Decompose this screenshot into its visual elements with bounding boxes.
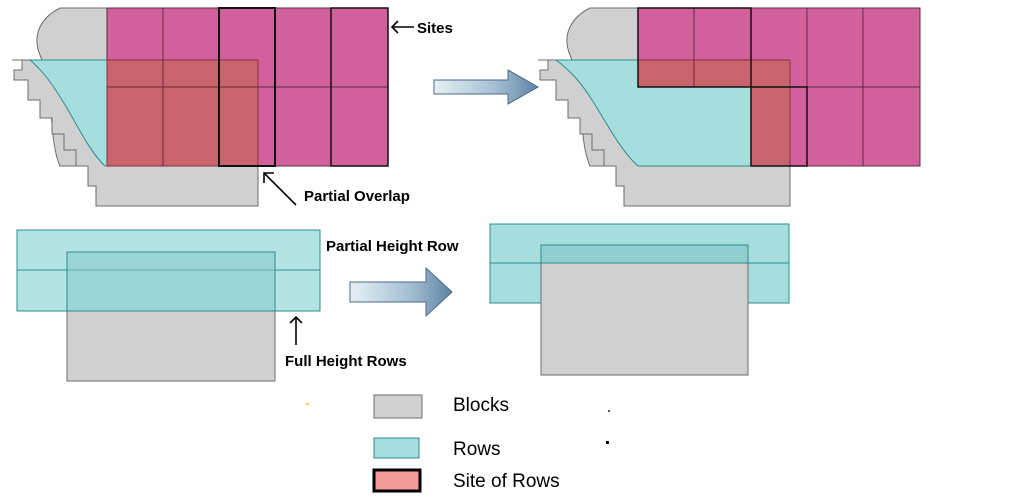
sites-label: Sites <box>417 20 453 37</box>
speck <box>306 403 309 405</box>
partial-height-row-label: Partial Height Row <box>326 238 459 255</box>
full-height-rows-pointer <box>289 315 303 345</box>
speck <box>608 410 610 412</box>
top-right-scene <box>538 7 921 207</box>
bottom-left-scene: Partial Height Row Full Height Rows <box>16 229 459 382</box>
legend-site-of-rows-label: Site of Rows <box>453 471 560 492</box>
overlap-top-left <box>106 59 259 167</box>
partial-overlap-pointer <box>263 172 297 206</box>
block-bottom-right <box>540 262 749 376</box>
highlighted-site <box>218 7 276 167</box>
legend-rows-label: Rows <box>453 439 501 460</box>
sites-pointer <box>390 20 414 34</box>
legend-blocks-label: Blocks <box>453 395 509 416</box>
legend-site-of-rows-swatch <box>372 468 422 493</box>
legend-blocks-swatch <box>373 394 423 419</box>
full-height-rows-label: Full Height Rows <box>285 353 407 370</box>
transition-arrow-top <box>433 69 540 105</box>
legend: Blocks Rows Site of Rows <box>372 394 560 493</box>
top-left-scene: Sites Partial Overlap <box>12 7 453 207</box>
legend-rows-swatch <box>373 437 420 459</box>
bottom-right-scene <box>489 223 790 376</box>
partial-overlap-label: Partial Overlap <box>304 188 410 205</box>
transition-arrow-bottom <box>349 266 453 318</box>
speck <box>606 441 609 444</box>
